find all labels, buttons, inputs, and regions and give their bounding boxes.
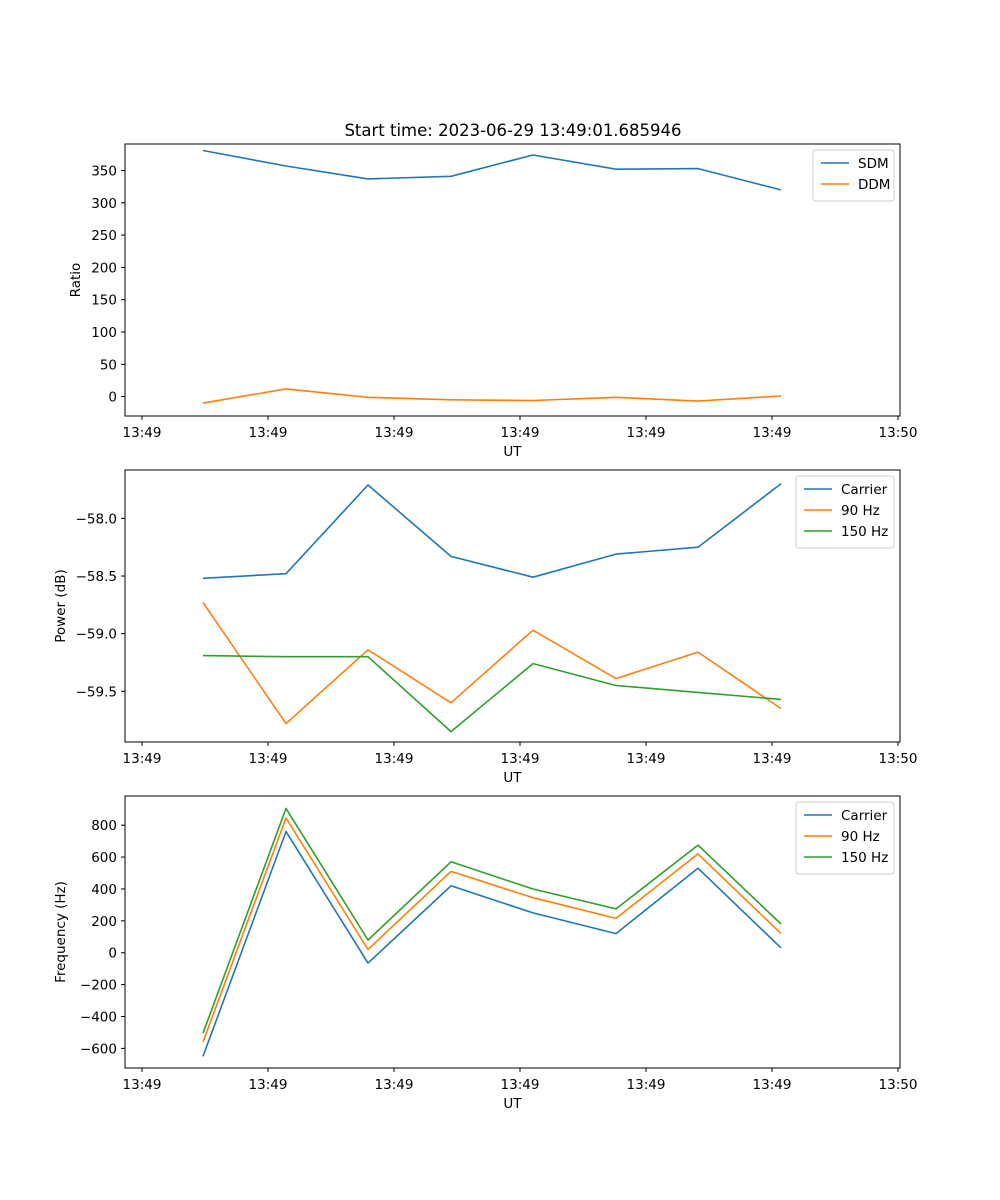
frequency-legend-label: 150 Hz bbox=[841, 850, 888, 866]
frequency-y-tick-label: −200 bbox=[80, 978, 117, 994]
frequency-panel: 13:49 13:49 13:49 13:49 13:49 13:49 13:50 −600 −… bbox=[53, 795, 918, 1112]
power-legend-label: Carrier bbox=[841, 482, 888, 498]
ratio-y-tick-label: 250 bbox=[91, 228, 117, 244]
frequency-legend-label: 90 Hz bbox=[841, 829, 880, 845]
frequency-y-tick-label: −600 bbox=[80, 1041, 117, 1057]
frequency-legend-label: Carrier bbox=[841, 808, 888, 824]
ratio-y-tick-label: 0 bbox=[108, 390, 117, 406]
power-x-tick-label: 13:50 bbox=[879, 751, 918, 767]
frequency-axes-frame bbox=[124, 795, 901, 1069]
power-x-tick-label: 13:49 bbox=[249, 751, 288, 767]
ratio-x-tick-label: 13:50 bbox=[879, 425, 918, 441]
power-x-tick-label: 13:49 bbox=[375, 751, 414, 767]
ratio-y-tick-label: 350 bbox=[91, 163, 117, 179]
frequency-x-tick-label: 13:49 bbox=[249, 1077, 288, 1093]
power-y-tick-label: −58.5 bbox=[76, 569, 117, 585]
power-x-tick-label: 13:49 bbox=[753, 751, 792, 767]
power-x-axis-label: UT bbox=[503, 770, 522, 786]
power-legend bbox=[795, 475, 895, 549]
ratio-x-tick-label: 13:49 bbox=[753, 425, 792, 441]
ratio-series-line-sdm bbox=[202, 149, 782, 191]
ratio-x-axis-label: UT bbox=[503, 444, 522, 460]
power-panel: 13:49 13:49 13:49 13:49 13:49 13:49 13:50 −58.0… bbox=[53, 469, 918, 786]
ratio-x-tick-label: 13:49 bbox=[627, 425, 666, 441]
frequency-y-tick-label: −400 bbox=[80, 1010, 117, 1026]
frequency-x-tick-label: 13:49 bbox=[501, 1077, 540, 1093]
ratio-x-tick-label: 13:49 bbox=[375, 425, 414, 441]
frequency-series-line-90-hz bbox=[202, 817, 782, 1043]
power-legend-label: 90 Hz bbox=[841, 503, 880, 519]
power-y-tick-label: −59.5 bbox=[76, 684, 117, 700]
ratio-x-tick-label: 13:49 bbox=[249, 425, 288, 441]
ratio-legend-label: SDM bbox=[858, 156, 889, 172]
power-y-tick-label: −59.0 bbox=[76, 627, 117, 643]
frequency-series-line-carrier bbox=[202, 830, 782, 1057]
power-series-line-carrier bbox=[202, 483, 782, 580]
frequency-x-tick-label: 13:50 bbox=[879, 1077, 918, 1093]
frequency-y-tick-label: 800 bbox=[91, 818, 117, 834]
ratio-y-tick-label: 150 bbox=[91, 293, 117, 309]
frequency-x-axis-label: UT bbox=[503, 1096, 522, 1112]
frequency-y-tick-label: 600 bbox=[91, 850, 117, 866]
ratio-y-axis-label: Ratio bbox=[68, 263, 84, 298]
frequency-x-tick-label: 13:49 bbox=[123, 1077, 162, 1093]
ratio-y-tick-label: 100 bbox=[91, 325, 117, 341]
ratio-panel: 13:49 13:49 13:49 13:49 13:49 13:49 13:50 0 50 10… bbox=[68, 143, 918, 460]
power-series-line-90-hz bbox=[202, 602, 782, 725]
frequency-legend bbox=[795, 801, 895, 875]
frequency-x-tick-label: 13:49 bbox=[375, 1077, 414, 1093]
frequency-y-tick-label: 0 bbox=[108, 946, 117, 962]
power-x-tick-label: 13:49 bbox=[501, 751, 540, 767]
power-x-tick-label: 13:49 bbox=[123, 751, 162, 767]
power-legend-label: 150 Hz bbox=[841, 524, 888, 540]
frequency-x-tick-label: 13:49 bbox=[627, 1077, 666, 1093]
power-y-tick-label: −58.0 bbox=[76, 511, 117, 527]
figure-title: Start time: 2023-06-29 13:49:01.685946 bbox=[344, 121, 681, 140]
ratio-axes-frame bbox=[124, 143, 901, 417]
frequency-y-tick-label: 200 bbox=[91, 914, 117, 930]
ratio-y-tick-label: 300 bbox=[91, 196, 117, 212]
ratio-x-tick-label: 13:49 bbox=[501, 425, 540, 441]
ratio-series-line-ddm bbox=[202, 388, 782, 404]
ratio-x-tick-label: 13:49 bbox=[123, 425, 162, 441]
power-x-tick-label: 13:49 bbox=[627, 751, 666, 767]
ratio-y-tick-label: 50 bbox=[100, 357, 117, 373]
power-y-axis-label: Power (dB) bbox=[53, 569, 69, 642]
power-axes-frame bbox=[124, 469, 901, 743]
ratio-legend-label: DDM bbox=[858, 177, 890, 193]
power-series-line-150-hz bbox=[202, 654, 782, 733]
frequency-x-tick-label: 13:49 bbox=[753, 1077, 792, 1093]
frequency-y-axis-label: Frequency (Hz) bbox=[53, 881, 69, 983]
frequency-y-tick-label: 400 bbox=[91, 882, 117, 898]
frequency-series-line-150-hz bbox=[202, 807, 782, 1034]
ratio-y-tick-label: 200 bbox=[91, 260, 117, 276]
